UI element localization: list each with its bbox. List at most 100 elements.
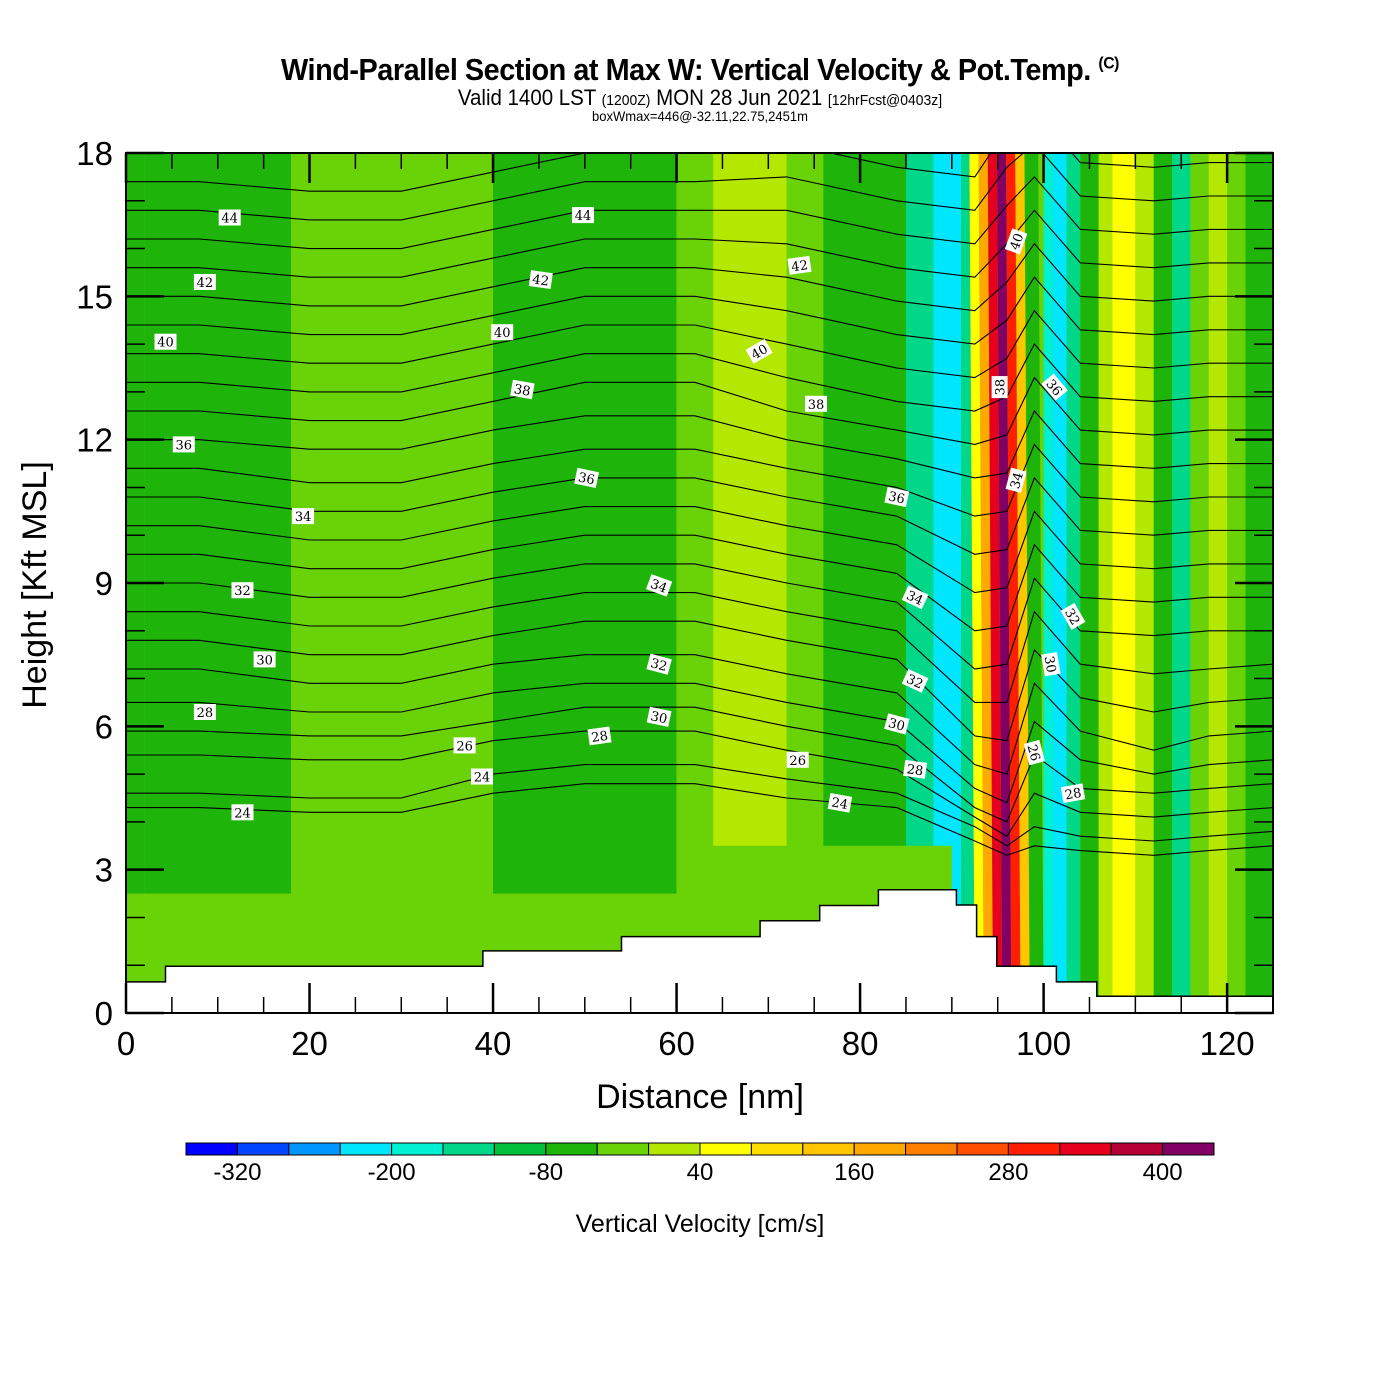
- contour-label-text: 36: [176, 438, 193, 453]
- contour-label-text: 32: [649, 656, 669, 675]
- contour-label: 26: [786, 751, 809, 769]
- contour-label: 40: [1004, 228, 1028, 255]
- contour-label: 42: [193, 274, 216, 291]
- colorbar-swatch: [648, 1142, 701, 1156]
- contour-label: 34: [292, 508, 315, 525]
- contour-label-text: 30: [886, 716, 906, 735]
- contour-label: 36: [172, 436, 195, 453]
- contour-label-bg: [292, 508, 315, 525]
- y-tick-label: 12: [76, 422, 113, 459]
- valid-date: MON 28 Jun 2021: [656, 85, 823, 110]
- contour-label: 24: [827, 793, 853, 813]
- contour-label-bg: [574, 467, 600, 489]
- contour-label-bg: [745, 338, 773, 364]
- contour-label-text: 28: [906, 762, 924, 779]
- contour-label-bg: [787, 255, 812, 275]
- contour-label-text: 42: [197, 276, 214, 291]
- theta-contour-36: [126, 409, 1273, 479]
- y-tick-label: 15: [76, 278, 113, 315]
- contour-label-text: 24: [830, 795, 849, 813]
- chart-title: Wind-Parallel Section at Max W: Vertical…: [49, 52, 1351, 88]
- valid-time-local: Valid 1400 LST: [457, 85, 596, 110]
- contour-label-bg: [884, 486, 910, 508]
- contour-label: 26: [453, 737, 476, 754]
- colorbar-swatch: [905, 1142, 958, 1156]
- w-column: [1190, 153, 1209, 1013]
- contour-label: 34: [901, 585, 929, 610]
- x-tick-label: 120: [1200, 1025, 1255, 1062]
- contour-label-text: 38: [808, 398, 825, 413]
- y-tick-label: 9: [95, 565, 113, 602]
- contour-label-text: 28: [1064, 786, 1083, 804]
- colorbar-swatch: [442, 1142, 495, 1156]
- y-tick-label: 6: [95, 708, 113, 745]
- w-column: [291, 153, 494, 1013]
- contour-label: 40: [154, 333, 177, 351]
- x-tick-label: 100: [1016, 1025, 1071, 1062]
- valid-time-utc: (1200Z): [601, 92, 651, 109]
- contour-label-bg: [172, 436, 195, 453]
- w-column: [996, 153, 1012, 1013]
- colorbar-swatch: [1007, 1142, 1061, 1156]
- terrain: [126, 888, 1273, 1013]
- contour-label: 36: [884, 486, 910, 508]
- contour-label-text: 36: [577, 470, 596, 488]
- w-column: [1153, 153, 1173, 1013]
- colorbar-swatch: [596, 1142, 650, 1156]
- contour-label-bg: [253, 651, 276, 668]
- contour-label: 24: [471, 768, 493, 786]
- colorbar-swatch: [853, 1142, 907, 1156]
- contour-label: 32: [646, 653, 672, 675]
- y-axis-title: Height [Kft MSL]: [16, 461, 54, 709]
- contour-label-text: 24: [234, 806, 251, 821]
- chart-title-text: Wind-Parallel Section at Max W: Vertical…: [281, 52, 1091, 87]
- x-tick-label: 0: [117, 1025, 135, 1062]
- contour-label: 32: [1060, 602, 1086, 630]
- contour-label: 28: [587, 726, 612, 746]
- contour-label: 34: [646, 574, 673, 597]
- contour-label-bg: [1060, 783, 1086, 803]
- contour-label-text: 26: [456, 739, 473, 754]
- x-tick-label: 20: [291, 1025, 328, 1062]
- contour-label-text: 32: [904, 672, 925, 693]
- contour-label-bg: [587, 726, 612, 746]
- w-column: [1112, 153, 1136, 1013]
- contour-label-bg: [827, 793, 853, 813]
- contour-label-bg: [1023, 739, 1045, 766]
- colorbar-tick-label: 40: [687, 1159, 714, 1186]
- colorbar-swatch: [185, 1142, 238, 1156]
- x-tick-label: 40: [475, 1025, 512, 1062]
- terrain-profile: [126, 888, 1273, 1013]
- theta-contour-34: [126, 476, 1273, 555]
- colorbar-tick-label: 400: [1143, 1159, 1183, 1186]
- w-column: [1098, 153, 1113, 1013]
- contour-label: 40: [745, 338, 773, 364]
- contour-label: 36: [574, 467, 600, 489]
- contour-label-bg: [884, 713, 910, 735]
- x-axis-title: Distance [nm]: [596, 1078, 804, 1116]
- contour-label-text: 44: [575, 209, 592, 224]
- colorbar-swatch: [545, 1142, 598, 1156]
- contour-label-text: 34: [904, 588, 925, 609]
- theta-contour-29: [126, 620, 1273, 742]
- theta-contour-33: [126, 506, 1273, 594]
- contour-label-bg: [1004, 228, 1028, 255]
- theta-contour-45: [126, 153, 1273, 192]
- contour-label: 32: [901, 669, 929, 693]
- contour-label: 28: [193, 704, 216, 721]
- contour-label-text: 30: [649, 709, 668, 727]
- contour-label-bg: [572, 207, 594, 224]
- contour-label: 28: [903, 759, 928, 779]
- contour-label: 44: [218, 209, 241, 227]
- contour-label: 30: [646, 706, 672, 727]
- y-tick-labels: 0 3 6 9 12 15 18: [76, 135, 113, 1032]
- contour-label-bg: [786, 751, 809, 768]
- w-column: [1052, 153, 1067, 1013]
- contour-label: 26: [1023, 739, 1045, 766]
- theta-contour-26: [126, 706, 1273, 823]
- colorbar-swatch: [339, 1142, 393, 1156]
- contour-label: 34: [1005, 467, 1027, 493]
- contour-label-text: 26: [1024, 743, 1043, 763]
- contour-label-text: 44: [221, 212, 238, 227]
